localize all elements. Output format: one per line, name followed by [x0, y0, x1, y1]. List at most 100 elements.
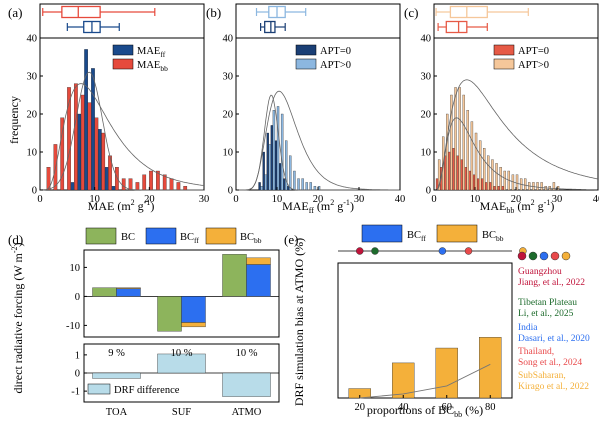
a-bar: [80, 94, 85, 191]
legend-b-apt0-label: APT=0: [320, 46, 351, 57]
c-bar: [499, 167, 502, 191]
b-ytick-label: 10: [223, 148, 234, 159]
e-study-legend-dot: [539, 251, 549, 261]
a-ytick-label: 30: [27, 72, 38, 83]
a-bar: [169, 178, 174, 191]
e-bar-bcbb: [435, 347, 458, 399]
a-bar: [128, 178, 133, 191]
legend-d-ff-swatch: [145, 227, 177, 245]
a-bar: [142, 174, 147, 191]
c-bar: [468, 170, 472, 191]
b-bar: [309, 182, 312, 191]
c-bar: [466, 110, 469, 191]
e-plot-frame: [337, 262, 513, 399]
c-bar: [497, 186, 500, 191]
legend-d: BC BCff BCbb: [85, 227, 262, 245]
legend-d-bc-label: BC: [121, 232, 135, 243]
legend-a-ff-swatch: [112, 44, 134, 56]
legend-b-aptp-label: APT>0: [320, 60, 351, 71]
legend-a-bb-label: MAEbb: [137, 60, 168, 73]
legend-c-aptp-label: APT>0: [518, 60, 549, 71]
b-ytick-label: 0: [228, 186, 233, 197]
panel-label-b: (b): [206, 5, 221, 20]
c-bar: [493, 186, 496, 191]
b-bar: [301, 178, 304, 191]
b-bar: [280, 113, 284, 191]
d-bar-bc: [92, 287, 117, 297]
c-bar: [503, 170, 506, 191]
d-lower-ytick-label: -1: [71, 387, 80, 398]
b-bar: [278, 163, 282, 191]
b-fit-curve: [236, 90, 400, 191]
c-box: [449, 5, 488, 19]
c-ytick-label: 0: [426, 186, 431, 197]
a-xtick-label: 10: [89, 194, 100, 205]
d-bar-bc: [157, 296, 182, 332]
c-fit-curve: [434, 79, 599, 191]
a-ytick-label: 10: [27, 148, 38, 159]
d-bar-diff: [92, 372, 141, 379]
a-bar: [176, 182, 181, 191]
legend-a-ff-label: MAEff: [137, 46, 166, 59]
b-bar: [289, 155, 292, 191]
b-bar: [272, 110, 276, 191]
a-bar: [46, 167, 51, 191]
d-bar-bcff: [181, 296, 206, 323]
b-bar: [268, 144, 271, 191]
legend-e-ff-swatch: [361, 224, 403, 243]
b-ytick-label: 40: [223, 34, 234, 45]
e-study-citation: Jiang, et al., 2022: [518, 278, 585, 288]
c-ytick-label: 40: [421, 34, 432, 45]
c-bar: [524, 178, 527, 191]
e-study-legend-dot: [561, 251, 571, 261]
e-study-marker: [438, 247, 447, 255]
c-xtick-label: 10: [470, 194, 481, 205]
c-bar: [437, 159, 441, 191]
d-bar-diff: [157, 353, 206, 374]
c-bar: [552, 182, 556, 191]
c-bar: [501, 186, 504, 191]
e-study-legend-dot: [550, 251, 560, 261]
panel-label-d: (d): [8, 232, 23, 247]
c-bar: [448, 151, 451, 191]
legend-d-bb-swatch: [205, 227, 237, 245]
e-study-citation: Song et al., 2024: [518, 358, 582, 368]
e-trend-line: [359, 363, 491, 399]
a-bar: [149, 170, 153, 191]
e-bar-bcbb: [479, 337, 502, 399]
b-bar: [258, 182, 261, 191]
a-fit-curve: [40, 71, 204, 191]
d-upper-ytick-label: 0: [75, 292, 80, 303]
a-bar: [94, 117, 99, 191]
c-bar: [483, 148, 486, 191]
panel-label-e: (e): [284, 232, 298, 247]
panel-label-a: (a): [8, 5, 22, 20]
d-bar-bcbb: [181, 322, 206, 328]
legend-b-apt0-swatch: [295, 44, 317, 56]
c-bar: [474, 132, 478, 191]
b-bar: [313, 186, 317, 191]
d-diff-annotation: 10 %: [171, 348, 193, 359]
c-fit-curve: [434, 117, 598, 191]
b-boxplot-frame: [235, 3, 401, 39]
b-ytick-label: 30: [223, 72, 234, 83]
a-bar: [67, 87, 71, 191]
legend-e: BCff BCbb: [361, 224, 504, 243]
d-category-label: TOA: [106, 407, 128, 418]
a-ytick-label: 40: [27, 34, 38, 45]
legend-d-bb-label: BCbb: [240, 232, 262, 245]
e-study-region: India: [518, 323, 538, 333]
d-upper-ytick-label: -10: [66, 321, 80, 332]
d-bar-bcbb: [246, 257, 271, 265]
e-ylabel: DRF simulation bias at ATMO (%): [292, 238, 306, 406]
e-study-region: Guangzhou: [518, 267, 562, 277]
b-bar: [305, 182, 308, 191]
c-xtick-label: 20: [511, 194, 522, 205]
e-study-legend-dot: [517, 251, 527, 261]
legend-e-bb-label: BCbb: [482, 230, 504, 243]
a-bar: [104, 167, 109, 191]
legend-d-diff-label: DRF difference: [114, 385, 180, 396]
a-bar: [101, 132, 106, 191]
a-xlabel: MAE (m2 g-1): [88, 198, 155, 213]
d-lower-ytick-label: 0: [75, 369, 80, 380]
